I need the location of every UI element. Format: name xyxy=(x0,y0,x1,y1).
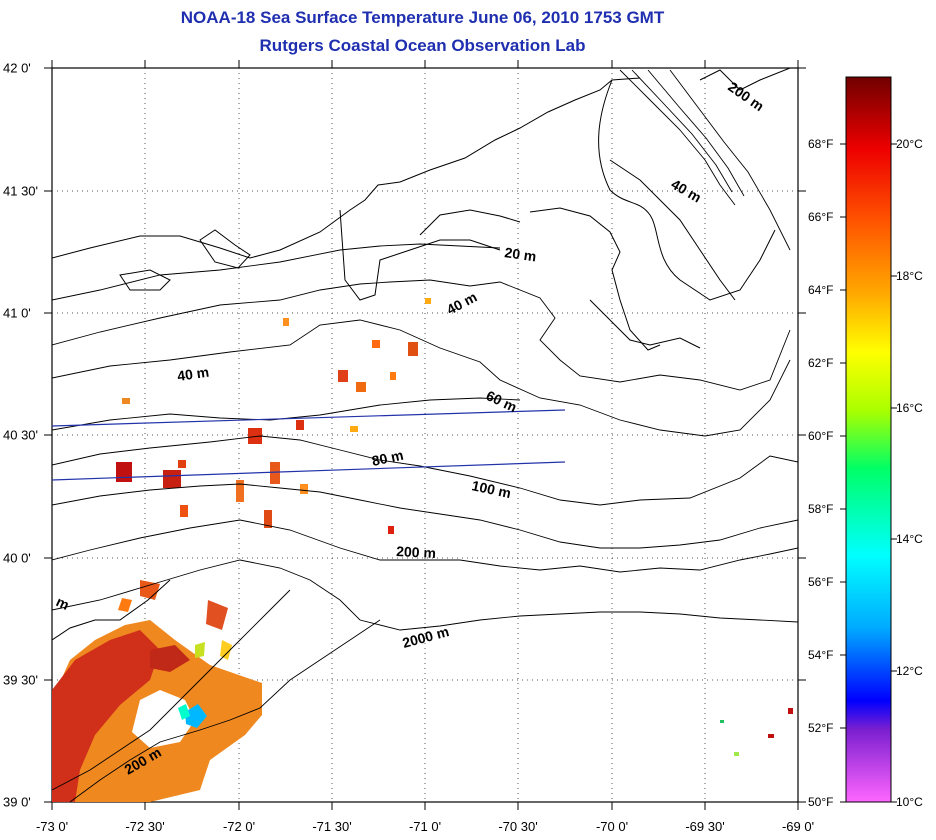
y-tick-label: 42 0' xyxy=(3,60,31,76)
x-tick-label: -69 0' xyxy=(781,819,815,834)
colorbar-label-f: 50°F xyxy=(808,795,834,809)
isobath-label: 20 m xyxy=(504,244,538,264)
y-tick-label: 41 30' xyxy=(3,183,39,199)
colorbar-ticks xyxy=(840,143,897,803)
colorbar-label-c: 20°C xyxy=(896,137,923,151)
y-tick-label: 39 30' xyxy=(3,672,39,688)
x-tick-label: -70 30' xyxy=(498,819,538,834)
colorbar-label-c: 12°C xyxy=(896,664,923,678)
bathymetry-contours xyxy=(52,69,798,802)
sst-pixels xyxy=(52,298,793,802)
colorbar-label-f: 56°F xyxy=(808,575,834,589)
x-tick-label: -72 30' xyxy=(125,819,165,834)
y-tick-label: 40 30' xyxy=(3,427,39,443)
colorbar-label-f: 54°F xyxy=(808,648,834,662)
x-tick-label: -69 30' xyxy=(685,819,725,834)
y-tick-label: 39 0' xyxy=(3,794,31,810)
coastline xyxy=(52,68,791,641)
colorbar-label-f: 60°F xyxy=(808,429,834,443)
x-tick-label: -72 0' xyxy=(222,819,256,834)
x-tick-label: -73 0' xyxy=(35,819,69,834)
isobath-label: 40 m xyxy=(176,364,210,384)
x-tick-label: -70 0' xyxy=(595,819,629,834)
colorbar-label-c: 18°C xyxy=(896,269,923,283)
x-tick-label: -71 0' xyxy=(408,819,442,834)
colorbar-label-c: 10°C xyxy=(896,795,923,809)
map-subtitle: Rutgers Coastal Ocean Observation Lab xyxy=(259,36,586,55)
colorbar-label-f: 64°F xyxy=(808,283,834,297)
y-tick-label: 41 0' xyxy=(3,305,31,321)
isobath-label: 80 m xyxy=(370,447,405,469)
colorbar-label-c: 14°C xyxy=(896,532,923,546)
colorbar-label-f: 68°F xyxy=(808,137,834,151)
y-tick-label: 40 0' xyxy=(3,550,31,566)
colorbar-label-f: 58°F xyxy=(808,502,834,516)
isobath-label: m xyxy=(54,593,72,613)
colorbar-label-f: 62°F xyxy=(808,356,834,370)
axis-ticks xyxy=(44,60,806,810)
colorbar-label-f: 66°F xyxy=(808,210,834,224)
map-title: NOAA-18 Sea Surface Temperature June 06,… xyxy=(180,8,665,27)
colorbar-label-c: 16°C xyxy=(896,401,923,415)
x-tick-label: -71 30' xyxy=(312,819,352,834)
transect-lines xyxy=(52,409,566,481)
colorbar-label-f: 52°F xyxy=(808,721,834,735)
isobath-label: 200 m xyxy=(396,543,436,561)
colorbar xyxy=(845,76,892,803)
